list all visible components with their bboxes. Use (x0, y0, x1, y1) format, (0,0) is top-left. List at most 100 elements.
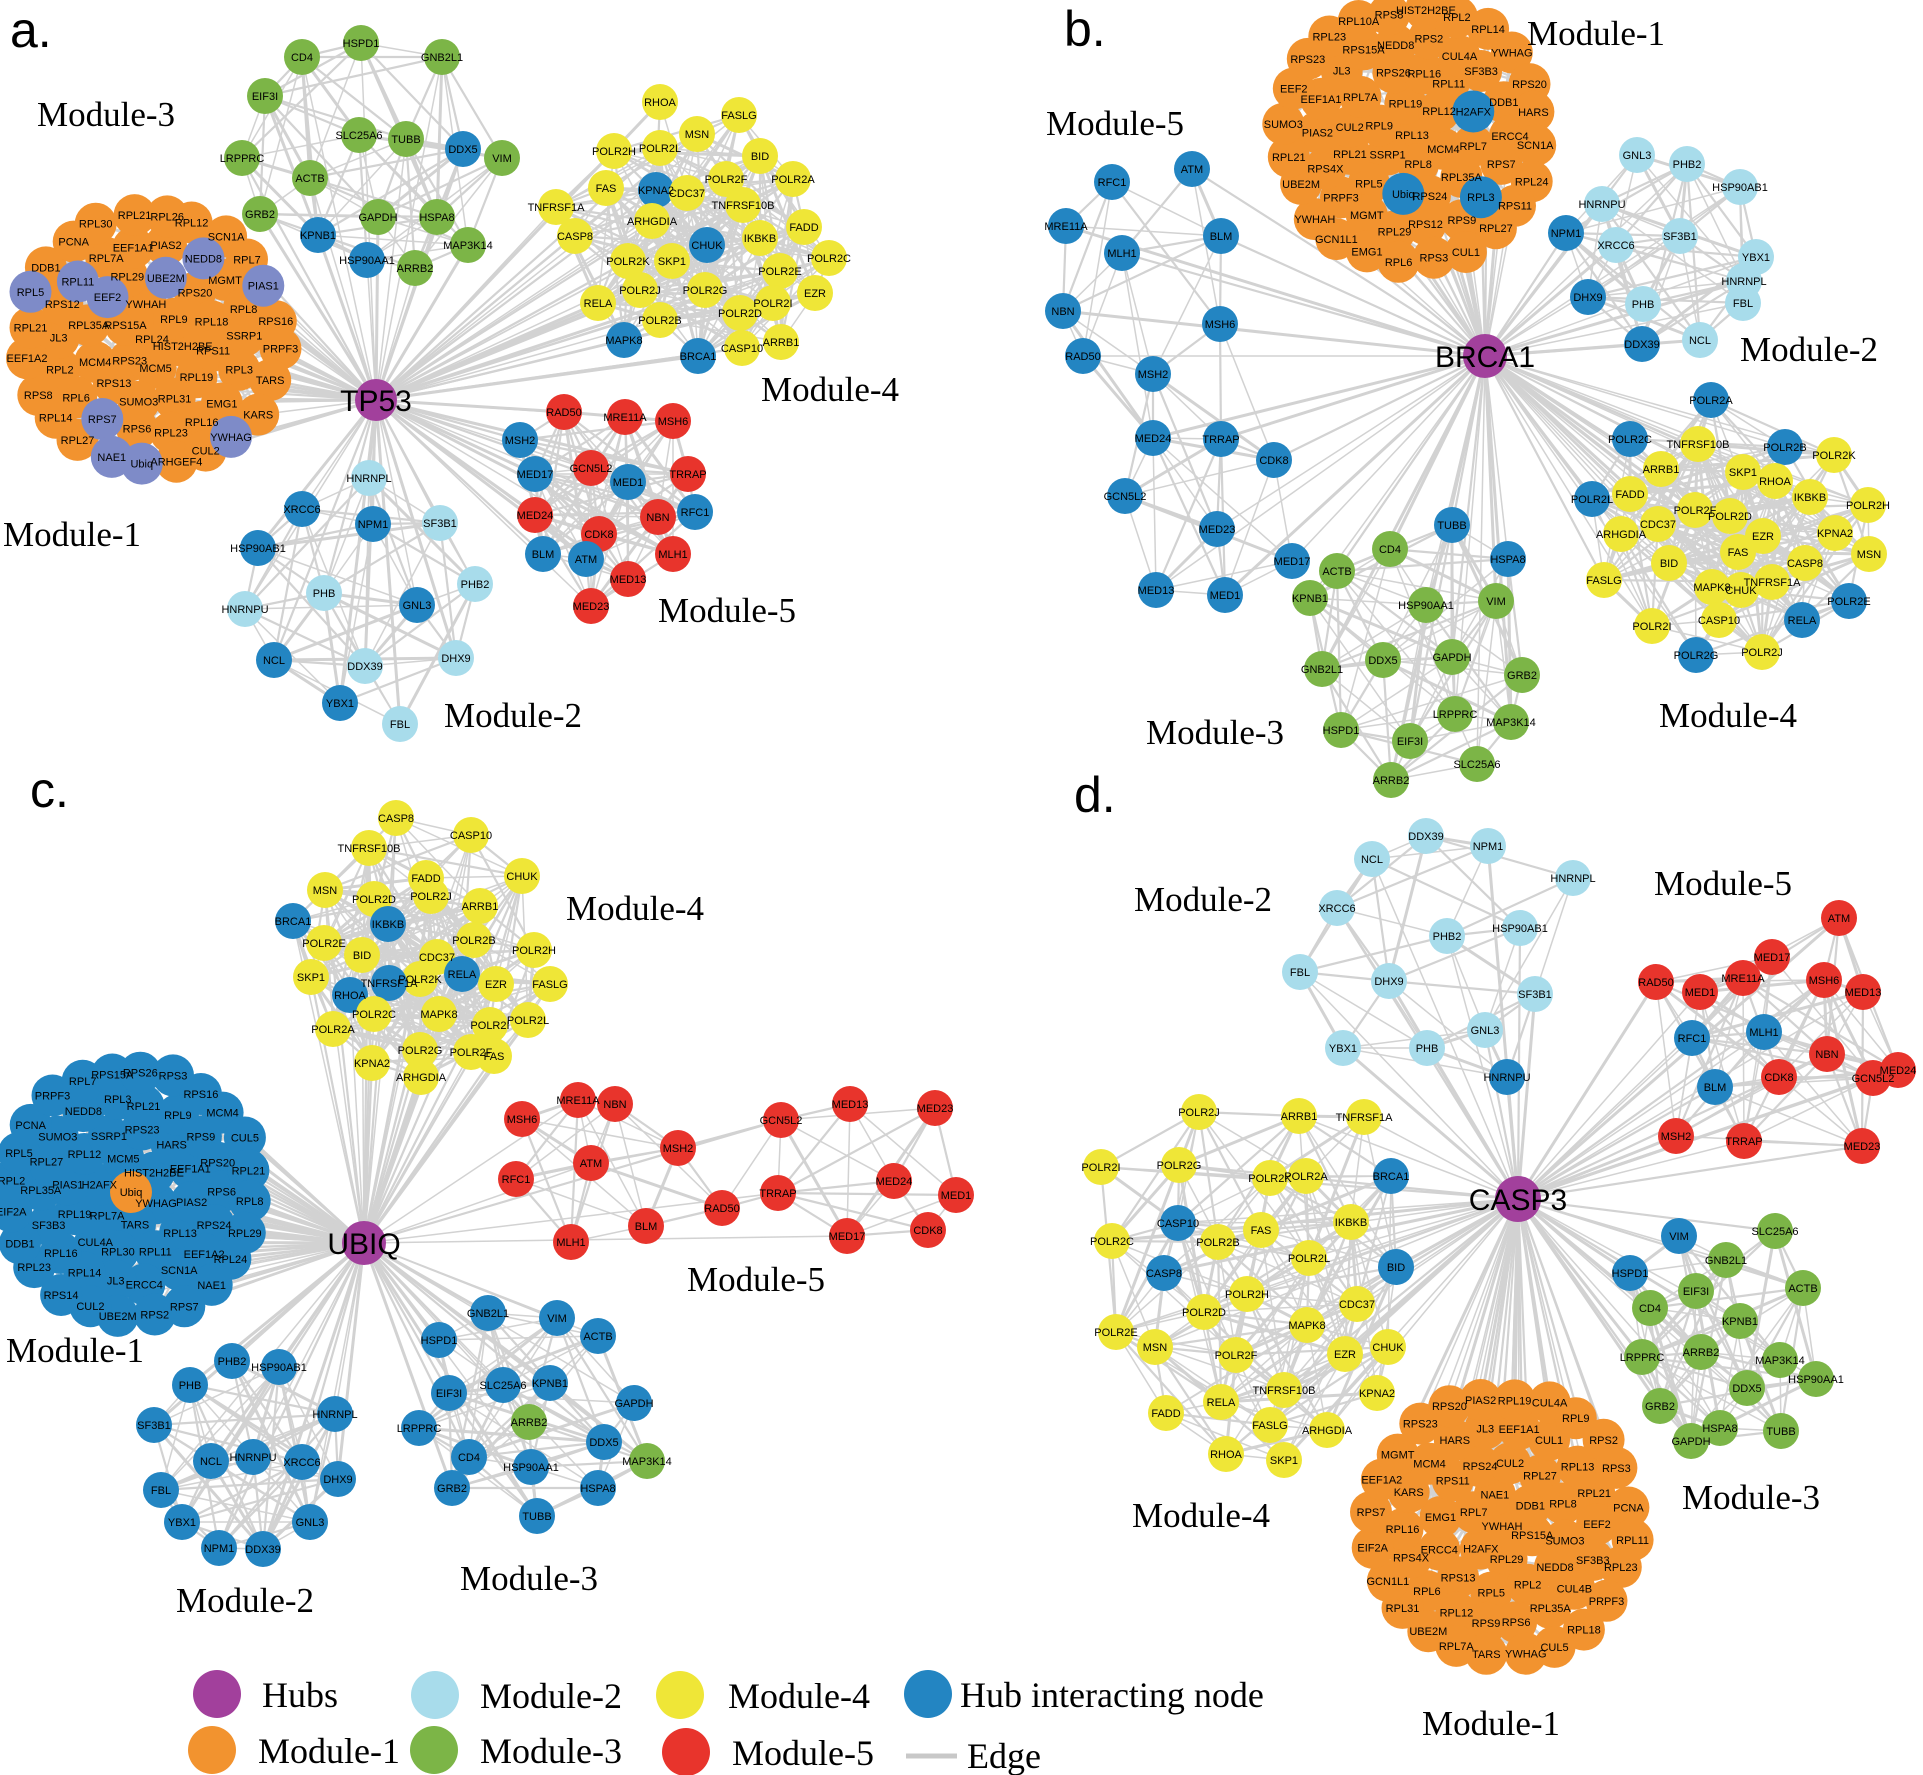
svg-text:YWHAG: YWHAG (1491, 48, 1533, 60)
svg-text:ARRB2: ARRB2 (1683, 1347, 1720, 1359)
svg-text:GAPDH: GAPDH (358, 212, 397, 224)
svg-text:Module-2: Module-2 (1134, 880, 1272, 919)
svg-text:RPS12: RPS12 (45, 299, 80, 311)
svg-text:GCN1L1: GCN1L1 (1367, 1576, 1410, 1588)
svg-text:RFC1: RFC1 (1678, 1033, 1707, 1045)
svg-text:RPL19: RPL19 (1389, 98, 1423, 110)
svg-text:HSPD1: HSPD1 (421, 1335, 458, 1347)
svg-text:YBX1: YBX1 (1329, 1043, 1357, 1055)
svg-text:POLR2E: POLR2E (1827, 596, 1870, 608)
svg-text:CD4: CD4 (1379, 544, 1401, 556)
svg-text:MED24: MED24 (1135, 433, 1172, 445)
svg-text:MED1: MED1 (1685, 987, 1716, 999)
svg-text:SLC25A6: SLC25A6 (335, 130, 382, 142)
svg-text:RPL13: RPL13 (1561, 1462, 1595, 1474)
svg-text:RHOA: RHOA (334, 990, 366, 1002)
svg-text:PCNA: PCNA (58, 237, 89, 249)
svg-text:EZR: EZR (1334, 1349, 1356, 1361)
svg-text:SF3B1: SF3B1 (1518, 989, 1552, 1001)
svg-text:CDK8: CDK8 (1764, 1072, 1793, 1084)
svg-text:RPL29: RPL29 (228, 1228, 262, 1240)
svg-text:Module-1: Module-1 (1527, 14, 1665, 53)
svg-text:VIM: VIM (1669, 1231, 1689, 1243)
svg-text:RPS20: RPS20 (1512, 79, 1547, 91)
svg-text:RPL3: RPL3 (225, 365, 253, 377)
svg-text:RAD50: RAD50 (546, 407, 581, 419)
svg-text:CDK8: CDK8 (913, 1225, 942, 1237)
svg-text:GRB2: GRB2 (245, 209, 275, 221)
svg-text:BLM: BLM (635, 1221, 658, 1233)
svg-text:RPL19: RPL19 (58, 1209, 92, 1221)
svg-text:POLR2H: POLR2H (592, 146, 636, 158)
svg-text:LRPPRC: LRPPRC (1433, 709, 1478, 721)
svg-text:BID: BID (1387, 1262, 1405, 1274)
svg-text:PHB2: PHB2 (461, 579, 490, 591)
svg-text:RELA: RELA (448, 969, 477, 981)
svg-text:CUL2: CUL2 (1336, 122, 1364, 134)
svg-text:NPM1: NPM1 (204, 1543, 235, 1555)
svg-text:a.: a. (10, 2, 52, 58)
svg-text:DDX39: DDX39 (245, 1544, 280, 1556)
svg-text:Ubiq: Ubiq (1392, 189, 1415, 201)
svg-text:MRE11A: MRE11A (1044, 221, 1088, 233)
svg-text:POLR2A: POLR2A (311, 1024, 355, 1036)
svg-text:KPNA2: KPNA2 (1817, 528, 1853, 540)
svg-text:RPL27: RPL27 (1479, 223, 1513, 235)
svg-text:NPM1: NPM1 (358, 519, 389, 531)
svg-text:RPS13: RPS13 (1441, 1572, 1476, 1584)
svg-text:HIST2H2BE: HIST2H2BE (153, 341, 213, 353)
svg-text:GCN1L1: GCN1L1 (1315, 234, 1358, 246)
svg-text:MRE11A: MRE11A (1721, 973, 1765, 985)
svg-text:MRE11A: MRE11A (556, 1095, 600, 1107)
svg-text:RPS8: RPS8 (24, 390, 53, 402)
svg-text:H2AFX: H2AFX (1456, 107, 1492, 119)
svg-text:KARS: KARS (1394, 1487, 1424, 1499)
svg-text:CASP8: CASP8 (1787, 558, 1823, 570)
svg-text:POLR2E: POLR2E (758, 266, 801, 278)
svg-text:CUL1: CUL1 (1535, 1435, 1563, 1447)
svg-text:RPL3: RPL3 (1467, 192, 1495, 204)
svg-text:TNFRSF1A: TNFRSF1A (1336, 1112, 1394, 1124)
svg-text:EEF1A2: EEF1A2 (184, 1249, 225, 1261)
svg-text:RELA: RELA (1207, 1397, 1236, 1409)
svg-text:RPL27: RPL27 (61, 435, 95, 447)
svg-text:FASLG: FASLG (721, 110, 756, 122)
svg-text:RELA: RELA (1788, 615, 1817, 627)
svg-text:SKP1: SKP1 (658, 256, 686, 268)
svg-text:MED13: MED13 (832, 1099, 869, 1111)
svg-text:MSN: MSN (313, 885, 338, 897)
svg-text:RPL5: RPL5 (17, 287, 45, 299)
svg-text:SSRP1: SSRP1 (91, 1131, 127, 1143)
svg-text:POLR2J: POLR2J (410, 891, 452, 903)
svg-text:TUBB: TUBB (391, 134, 420, 146)
svg-text:RPL11: RPL11 (1432, 79, 1465, 91)
svg-text:ATM: ATM (1181, 164, 1203, 176)
svg-text:MAP3K14: MAP3K14 (622, 1456, 672, 1468)
svg-text:HSP90AB1: HSP90AB1 (1492, 923, 1548, 935)
svg-text:RPL24: RPL24 (214, 1254, 248, 1266)
svg-text:RPL7: RPL7 (1460, 1507, 1488, 1519)
svg-text:RPS2: RPS2 (1415, 33, 1444, 45)
svg-text:HARS: HARS (1440, 1435, 1471, 1447)
svg-text:RPL21: RPL21 (1333, 149, 1367, 161)
svg-text:NAE1: NAE1 (197, 1280, 226, 1292)
svg-text:MED1: MED1 (941, 1190, 972, 1202)
svg-text:RPL23: RPL23 (154, 428, 188, 440)
svg-text:NEDD8: NEDD8 (65, 1106, 102, 1118)
svg-text:RPS15A: RPS15A (1511, 1530, 1554, 1542)
svg-text:BID: BID (751, 151, 769, 163)
svg-text:RPL18: RPL18 (1567, 1625, 1601, 1637)
svg-text:RPL21: RPL21 (127, 1101, 161, 1113)
svg-text:RPL2: RPL2 (1514, 1580, 1542, 1592)
svg-text:MSH2: MSH2 (663, 1143, 694, 1155)
svg-text:EEF1A1: EEF1A1 (113, 243, 154, 255)
svg-text:EIF2A: EIF2A (1357, 1543, 1388, 1555)
svg-text:RPS6: RPS6 (123, 423, 152, 435)
svg-text:NBN: NBN (603, 1099, 626, 1111)
svg-text:MED13: MED13 (1138, 585, 1175, 597)
svg-text:JL3: JL3 (50, 333, 68, 345)
svg-text:FASLG: FASLG (1252, 1420, 1287, 1432)
svg-text:H2AFX: H2AFX (82, 1180, 118, 1192)
svg-text:VIM: VIM (492, 153, 512, 165)
svg-text:POLR2B: POLR2B (452, 935, 495, 947)
